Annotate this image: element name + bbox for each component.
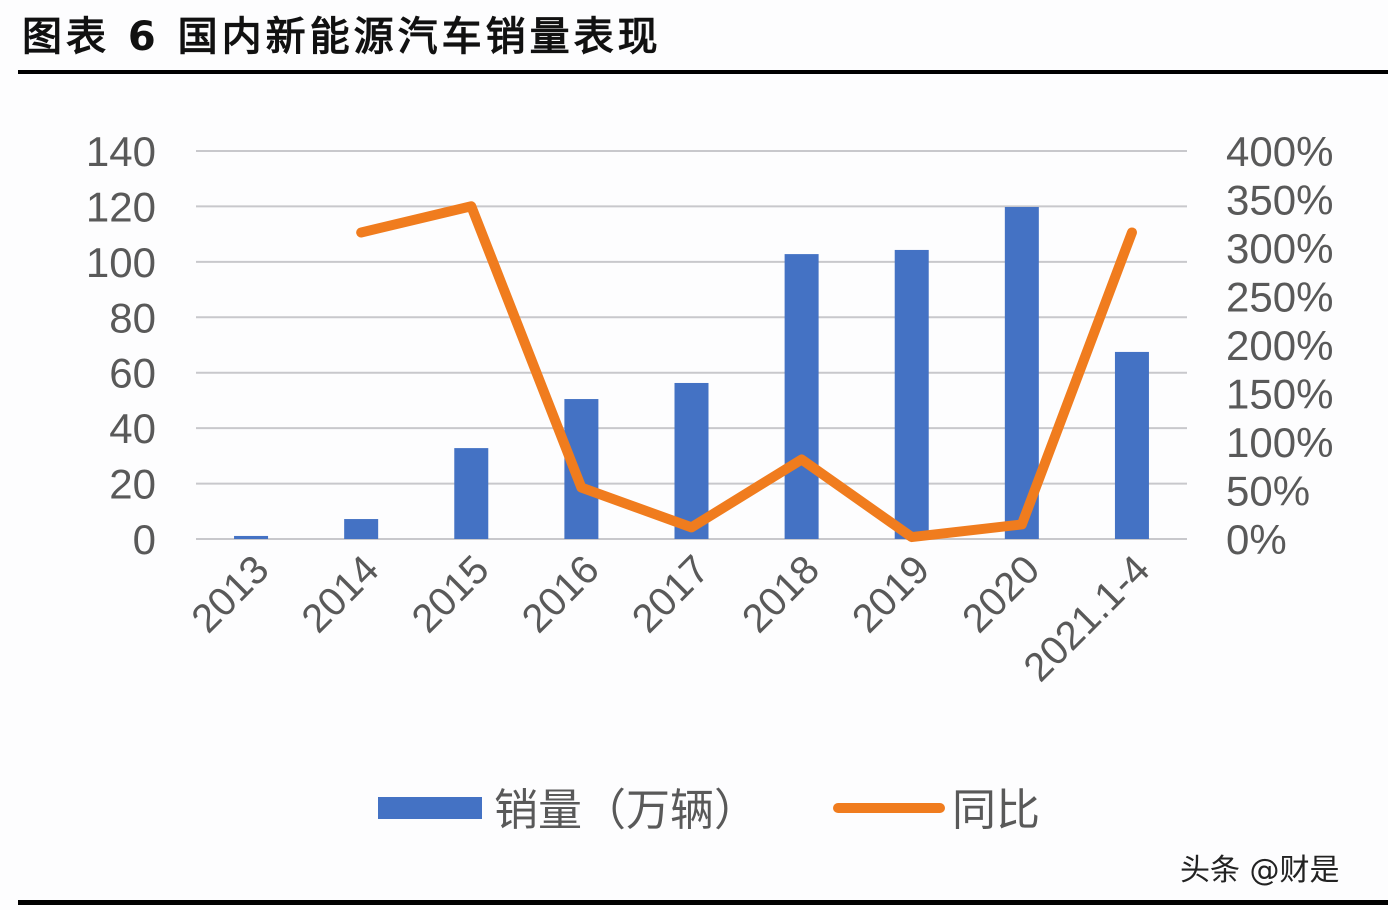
y-tick: 140 — [86, 128, 156, 175]
y-tick: 60 — [109, 350, 156, 397]
x-tick: 2019 — [844, 547, 938, 641]
chart-title: 图表 6 国内新能源汽车销量表现 — [22, 14, 662, 60]
y2-tick: 400% — [1226, 128, 1333, 175]
bar — [784, 254, 819, 539]
y-tick: 20 — [109, 461, 156, 508]
y2-tick: 250% — [1226, 274, 1333, 321]
legend-bar-label: 销量（万辆） — [494, 785, 758, 836]
x-tick: 2018 — [734, 547, 828, 641]
y2-tick: 50% — [1226, 468, 1310, 515]
bar — [894, 249, 929, 539]
x-tick: 2017 — [624, 547, 718, 641]
y-tick: 100 — [86, 239, 156, 286]
bar — [674, 382, 709, 539]
x-tick: 2014 — [293, 547, 387, 641]
y2-tick: 100% — [1226, 419, 1333, 466]
legend-line-label: 同比 — [952, 785, 1040, 836]
y2-tick: 150% — [1226, 371, 1333, 418]
y-tick: 80 — [109, 294, 156, 341]
x-tick: 2016 — [514, 547, 608, 641]
x-tick: 2013 — [183, 547, 277, 641]
y2-tick: 300% — [1226, 225, 1333, 272]
x-tick: 2020 — [954, 547, 1048, 641]
watermark: 头条 @财是 — [1180, 853, 1340, 888]
y-tick: 40 — [109, 405, 156, 452]
y-tick: 0 — [133, 516, 156, 563]
bottom-rule — [18, 900, 1388, 905]
legend-bar-swatch — [378, 797, 482, 819]
y-tick: 120 — [86, 183, 156, 230]
y2-tick: 0% — [1226, 516, 1287, 563]
yoy-line — [356, 201, 1137, 543]
x-tick: 2015 — [404, 547, 498, 641]
bar — [234, 535, 269, 539]
bar — [454, 448, 489, 539]
bar — [1114, 351, 1149, 539]
y2-tick: 350% — [1226, 177, 1333, 224]
bar — [344, 519, 379, 539]
top-rule — [18, 70, 1388, 74]
y2-tick: 200% — [1226, 322, 1333, 369]
